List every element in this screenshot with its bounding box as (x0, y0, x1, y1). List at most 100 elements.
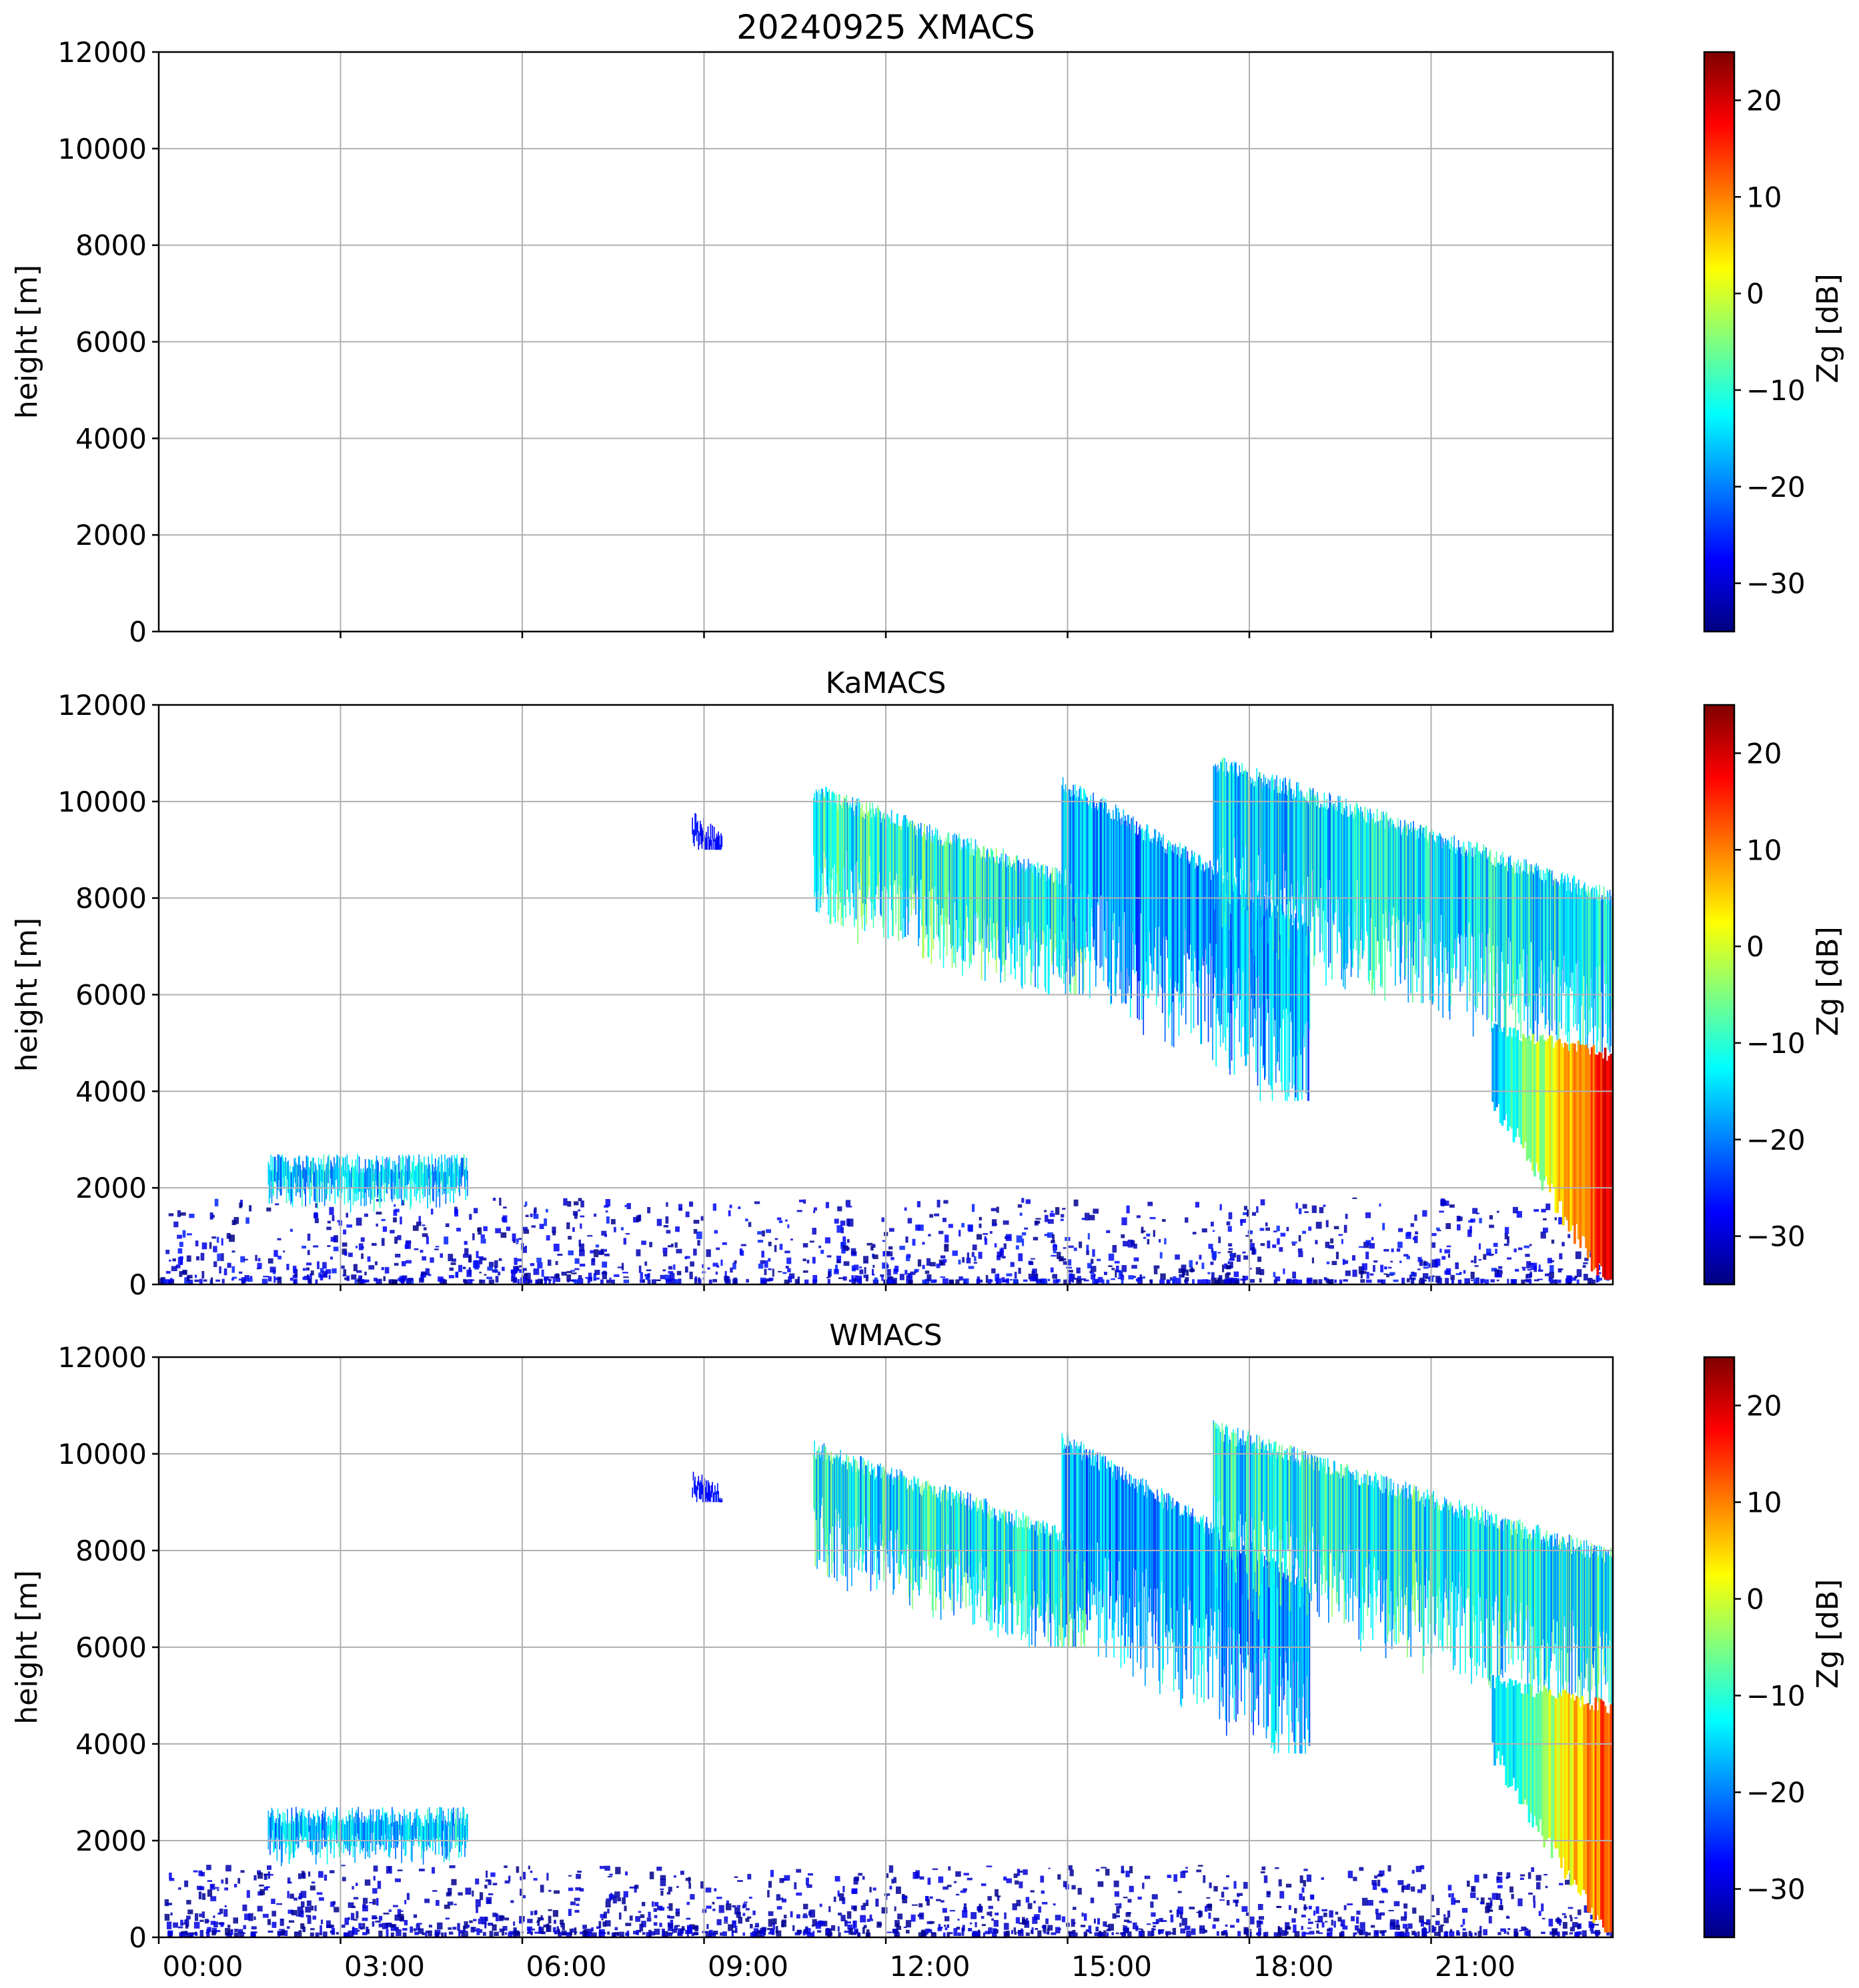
clutter-cell (993, 1919, 999, 1927)
clutter-cell (186, 1255, 191, 1262)
clutter-cell (241, 1279, 245, 1284)
clutter-cell (686, 1901, 690, 1905)
echo-column (963, 839, 965, 930)
echo-column (303, 1167, 305, 1191)
colorbar-tick-label: −10 (1746, 374, 1806, 407)
clutter-cell (352, 1886, 354, 1890)
clutter-cell (195, 1256, 199, 1260)
echo-column (1257, 776, 1259, 856)
echo-column (376, 1809, 378, 1845)
clutter-cell (198, 1870, 203, 1877)
clutter-cell (388, 1866, 391, 1871)
clutter-cell (278, 1929, 285, 1931)
echo-column (319, 1817, 320, 1843)
clutter-cell (394, 1927, 399, 1931)
echo-column (693, 1480, 695, 1494)
echo-column (721, 1498, 723, 1503)
echo-column (1144, 840, 1146, 989)
echo-column (1305, 923, 1307, 1094)
clutter-cell (971, 1912, 977, 1919)
clutter-cell (1123, 1928, 1129, 1933)
echo-column (825, 786, 826, 859)
echo-column (977, 844, 978, 919)
clutter-cell (343, 1229, 347, 1234)
clutter-cell (233, 1216, 239, 1224)
echo-column (376, 1155, 378, 1186)
clutter-cell (1125, 1912, 1131, 1917)
clutter-cell (1259, 1268, 1265, 1276)
clutter-cell (215, 1930, 221, 1933)
clutter-cell (662, 1247, 668, 1253)
clutter-cell (445, 1917, 450, 1920)
clutter-cell (750, 1932, 756, 1937)
clutter-cell (1089, 1931, 1093, 1934)
clutter-cell (1081, 1912, 1084, 1917)
clutter-cell (1291, 1241, 1297, 1244)
echo-column (1332, 806, 1334, 921)
echo-column (1417, 829, 1419, 915)
clutter-cell (1525, 1274, 1528, 1279)
echo-column (954, 1496, 956, 1569)
echo-column (1202, 864, 1204, 966)
echo-column (427, 1168, 428, 1209)
echo-column (279, 1157, 281, 1196)
echo-column (320, 1158, 322, 1182)
clutter-cell (803, 1903, 808, 1909)
echo-column (815, 790, 817, 912)
clutter-cell (165, 1249, 170, 1254)
clutter-cell (401, 1200, 405, 1206)
clutter-cell (464, 1240, 468, 1245)
echo-column (1540, 870, 1541, 1012)
clutter-cell (1360, 1270, 1363, 1279)
clutter-cell (510, 1900, 514, 1903)
clutter-cell (263, 1873, 267, 1880)
clutter-cell (569, 1929, 572, 1935)
clutter-cell (636, 1249, 641, 1256)
clutter-cell (579, 1243, 584, 1252)
echo-column (1596, 885, 1597, 968)
clutter-cell (989, 1911, 993, 1917)
echo-column (366, 1168, 368, 1189)
clutter-cell (1067, 1259, 1072, 1266)
clutter-cell (1540, 1231, 1546, 1239)
clutter-cell (1180, 1871, 1186, 1879)
clutter-cell (1570, 1917, 1573, 1922)
clutter-cell (1228, 1243, 1233, 1247)
clutter-cell (1483, 1254, 1487, 1260)
clutter-cell (315, 1279, 318, 1284)
clutter-cell (519, 1269, 524, 1273)
echo-column (274, 1823, 276, 1849)
clutter-cell (309, 1273, 312, 1279)
clutter-cell (537, 1262, 543, 1268)
clutter-cell (722, 1242, 727, 1245)
y-tick-label: 0 (129, 1268, 147, 1301)
echo-column (889, 818, 890, 872)
clutter-cell (802, 1270, 808, 1273)
precip-column (1604, 1047, 1607, 1280)
echo-column (1077, 1448, 1079, 1570)
echo-column (863, 811, 864, 915)
clutter-cell (1141, 1226, 1144, 1234)
echo-column (1471, 856, 1472, 934)
clutter-cell (826, 1927, 830, 1935)
echo-column (1550, 870, 1551, 1027)
clutter-cell (314, 1905, 317, 1911)
clutter-cell (1027, 1903, 1033, 1909)
echo-column (363, 1168, 364, 1198)
echo-column (422, 1826, 424, 1865)
echo-column (1059, 883, 1061, 955)
clutter-cell (997, 1273, 1000, 1279)
clutter-cell (524, 1246, 528, 1248)
clutter-cell (1365, 1279, 1372, 1283)
echo-column (902, 1475, 904, 1565)
echo-column (1346, 806, 1348, 969)
clutter-cell (521, 1871, 526, 1880)
echo-column (430, 1815, 431, 1849)
echo-column (910, 1479, 912, 1559)
echo-column (989, 856, 991, 952)
echo-column (384, 1158, 386, 1183)
clutter-cell (774, 1244, 777, 1252)
clutter-cell (341, 1924, 346, 1928)
clutter-cell (680, 1871, 684, 1875)
